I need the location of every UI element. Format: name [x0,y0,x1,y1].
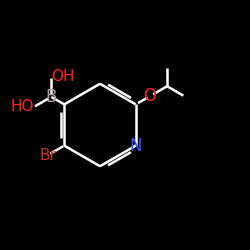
Text: O: O [143,87,156,105]
Text: OH: OH [51,69,75,84]
Text: B: B [46,88,57,106]
Text: N: N [130,136,142,154]
Text: HO: HO [10,99,34,114]
Text: Br: Br [40,148,56,162]
